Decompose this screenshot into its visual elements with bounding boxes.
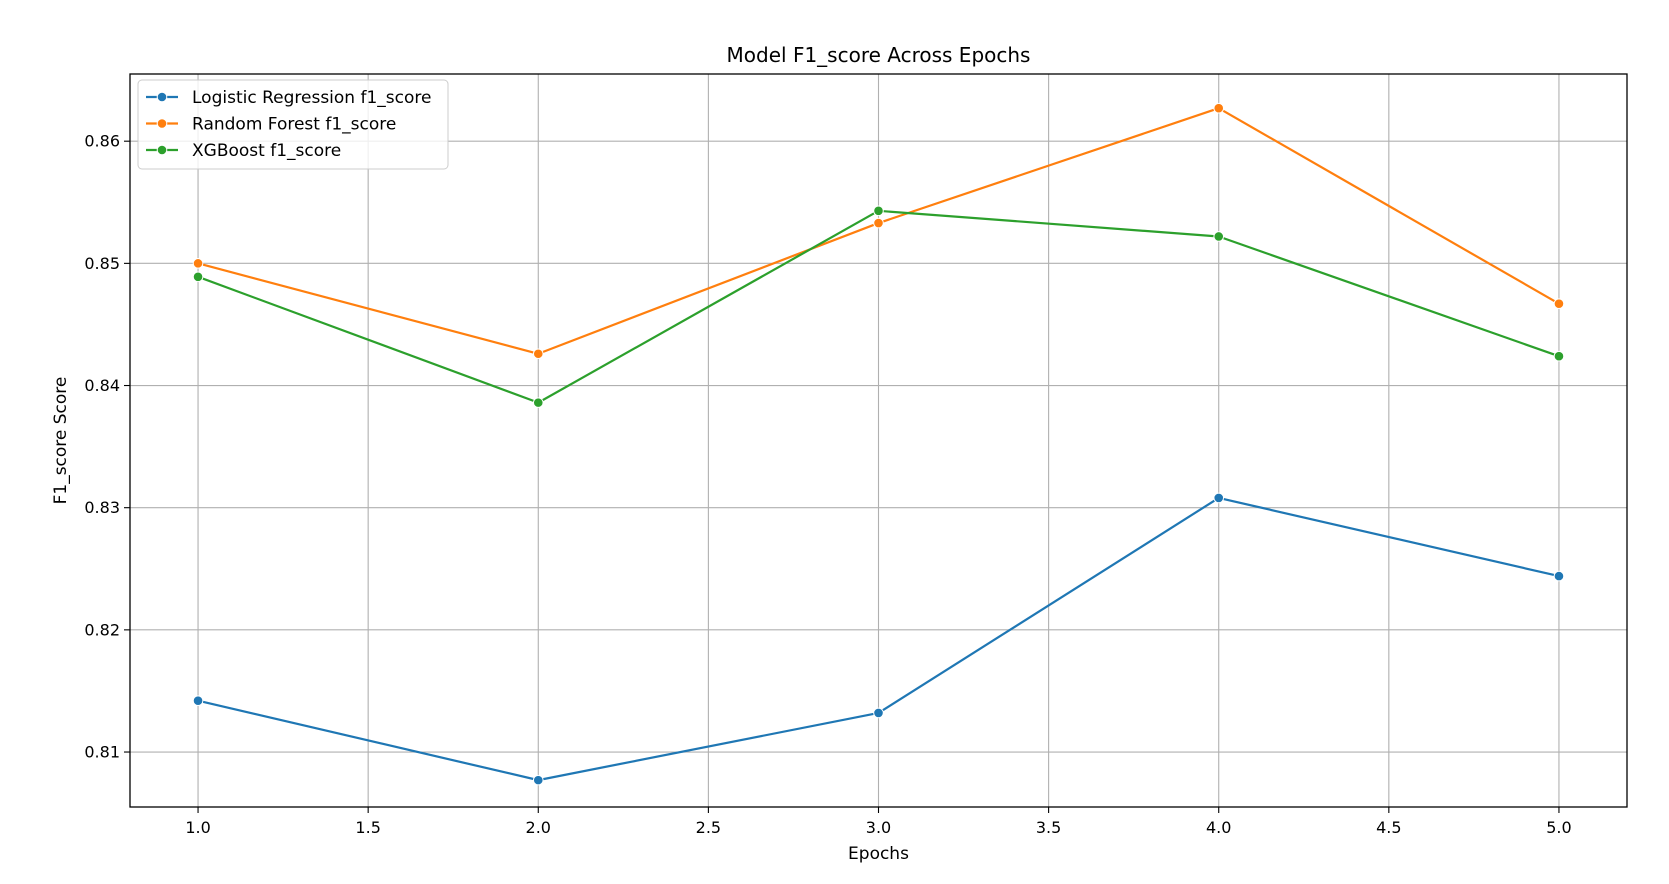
x-tick-label: 1.0 [185,818,210,837]
series-1 [192,102,1565,360]
data-point [1213,102,1225,114]
y-tick-label: 0.82 [84,620,120,639]
x-tick-label: 4.0 [1206,818,1231,837]
data-point [532,774,544,786]
y-tick-label: 0.86 [84,132,120,151]
data-point [192,271,204,283]
x-tick-label: 2.0 [526,818,551,837]
data-point [873,217,884,229]
x-tick-label: 5.0 [1546,818,1571,837]
data-point [1553,298,1565,309]
y-tick-label: 0.83 [84,498,120,517]
legend-item: Logistic Regression f1_score [146,88,431,108]
legend-label: XGBoost f1_score [192,141,341,161]
legend-label: Random Forest f1_score [192,115,396,135]
x-tick-label: 4.5 [1376,818,1401,837]
series-0 [192,492,1565,786]
y-tick-label: 0.85 [84,254,120,273]
x-tick-label: 3.0 [866,818,891,837]
data-point [192,258,204,269]
y-axis: 0.81 0.82 0.83 0.84 0.85 0.86 [84,132,130,762]
data-point [1553,570,1565,582]
legend-label: Logistic Regression f1_score [192,88,431,108]
series-2 [192,205,1565,408]
x-tick-label: 2.5 [696,818,721,837]
data-point [1553,350,1565,362]
series-group [192,102,1565,786]
x-tick-label: 1.5 [355,818,380,837]
chart-title: Model F1_score Across Epochs [727,43,1031,67]
legend-marker [156,144,168,156]
data-point [873,707,884,719]
legend-box [137,79,449,170]
legend-marker [156,91,168,103]
legend-item: Random Forest f1_score [146,115,396,135]
legend-item: XGBoost f1_score [146,141,341,161]
y-axis-label: F1_score Score [51,377,71,505]
x-axis: 1.0 1.5 2.0 2.5 3.0 3.5 4.0 4.5 5.0 [185,807,1572,837]
y-tick-label: 0.84 [84,376,120,395]
data-point [873,205,884,217]
x-tick-label: 3.5 [1036,818,1061,837]
data-point [192,695,204,707]
data-point [532,397,544,408]
data-point [1213,231,1225,242]
x-axis-label: Epochs [848,844,909,864]
data-point [532,348,544,360]
grid [130,74,1627,807]
data-point [1213,492,1225,504]
legend-marker [156,118,168,129]
legend: Logistic Regression f1_score Random Fores… [137,79,449,170]
y-tick-label: 0.81 [84,743,120,762]
